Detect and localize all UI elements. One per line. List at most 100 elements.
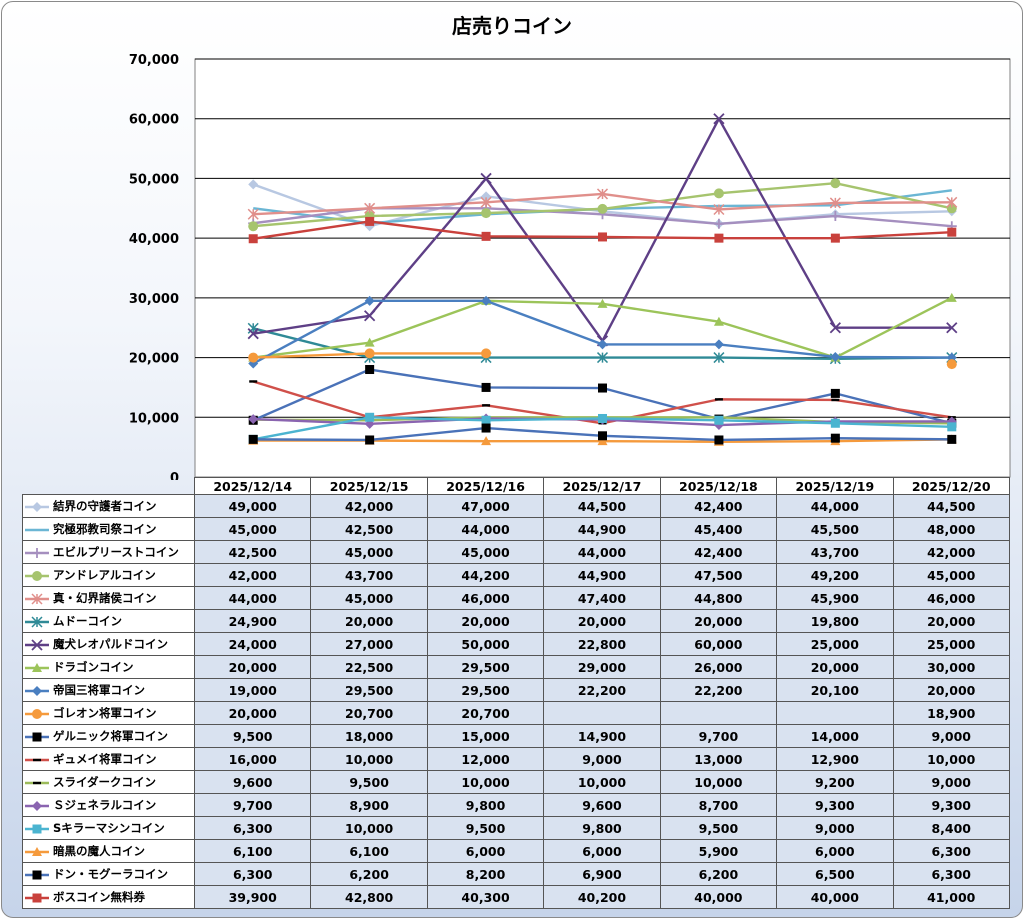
y-tick-label: 0	[170, 471, 179, 480]
legend-key	[25, 615, 49, 628]
series-name: Sキラーマシンコイン	[53, 821, 165, 835]
data-label: 44,900	[543, 563, 661, 587]
series-5	[247, 188, 958, 220]
legend-entry: ギュメイ将軍コイン	[22, 747, 195, 771]
data-point	[714, 415, 724, 425]
data-point	[480, 196, 492, 208]
data-label: 9,300	[892, 793, 1010, 817]
x-category-label: 2025/12/17	[543, 477, 661, 495]
legend-marker	[31, 615, 43, 628]
data-label: 29,500	[310, 678, 428, 702]
data-point	[364, 348, 375, 359]
data-label: 14,000	[776, 724, 894, 748]
data-point	[829, 197, 841, 209]
data-label: 18,900	[892, 701, 1010, 725]
data-point	[830, 178, 841, 189]
data-label: 10,000	[892, 747, 1010, 771]
data-label: 13,000	[659, 747, 778, 771]
legend-marker	[32, 662, 42, 672]
data-label: 6,300	[892, 839, 1010, 863]
data-label	[776, 701, 894, 725]
legend-entry: 結界の守護者コイン	[22, 494, 195, 518]
legend-marker	[32, 893, 42, 902]
legend-key	[25, 570, 49, 581]
data-label: 9,000	[776, 816, 894, 840]
series-name: ドラゴンコイン	[53, 660, 134, 674]
data-point	[481, 231, 491, 241]
data-label: 44,800	[659, 586, 778, 610]
legend-entry: 究極邪教司祭コイン	[22, 517, 195, 541]
series-lines	[247, 113, 958, 446]
x-category-label: 2025/12/19	[776, 477, 894, 495]
data-point	[482, 404, 491, 407]
data-label: 10,000	[659, 770, 778, 794]
series-name: ギュメイ将軍コイン	[53, 752, 157, 766]
data-label: 42,400	[659, 494, 778, 518]
data-label: 46,000	[892, 586, 1010, 610]
data-label: 9,500	[426, 816, 545, 840]
data-label: 22,800	[543, 632, 661, 656]
data-label: 27,000	[310, 632, 428, 656]
data-point	[364, 337, 375, 347]
legend-entry: 真・幻界諸侯コイン	[22, 586, 195, 610]
y-tick-label: 40,000	[129, 232, 179, 247]
series-name: 魔犬レオパルドコイン	[53, 637, 168, 651]
data-label: 20,000	[310, 609, 428, 633]
legend-entry: アンドレアルコイン	[22, 563, 195, 587]
legend-key	[25, 846, 49, 856]
table-row: ドラゴンコイン 20,000 22,500 29,500 29,000 26,000 20,…	[22, 655, 1010, 679]
legend-key	[25, 592, 49, 605]
data-point	[946, 322, 958, 334]
data-label: 24,900	[193, 609, 312, 633]
data-label: 42,500	[193, 540, 312, 564]
x-category-label: 2025/12/18	[659, 477, 778, 495]
legend-marker	[32, 870, 42, 879]
grid-lines	[194, 58, 1011, 478]
data-point	[365, 365, 375, 375]
legend-marker	[32, 501, 42, 512]
series-name: 暗黒の魔人コイン	[53, 844, 145, 858]
data-label: 6,300	[193, 862, 312, 886]
table-row: ゴレオン将軍コイン 20,000 20,700 20,700 18,900	[22, 701, 1010, 725]
data-point	[481, 208, 492, 219]
table-row: 究極邪教司祭コイン 45,000 42,500 44,000 44,900 45,400 4…	[22, 517, 1010, 541]
legend-marker	[32, 732, 42, 741]
legend-entry: ムドーコイン	[22, 609, 195, 633]
table-row: ドン・モグーラコイン 6,300 6,200 8,200 6,900 6,200 6,500…	[22, 862, 1010, 886]
data-label: 20,000	[776, 655, 894, 679]
data-label: 25,000	[892, 632, 1010, 656]
data-point	[597, 298, 608, 308]
data-label: 5,900	[659, 839, 778, 863]
data-label: 16,000	[193, 747, 312, 771]
data-label: 45,900	[776, 586, 894, 610]
series-name: ゲルニック将軍コイン	[53, 729, 168, 743]
chart-title: 店売りコイン	[452, 14, 572, 38]
data-point	[830, 351, 841, 362]
data-point	[713, 218, 724, 229]
legend-key	[25, 893, 49, 902]
data-label: 19,800	[776, 609, 894, 633]
data-label: 43,700	[310, 563, 428, 587]
legend-entry: Sキラーマシンコイン	[22, 816, 195, 840]
y-tick-label: 20,000	[129, 352, 179, 367]
legend-entry: ドン・モグーラコイン	[22, 862, 195, 886]
data-label: 60,000	[659, 632, 778, 656]
data-label: 6,300	[892, 862, 1010, 886]
series-name: ドン・モグーラコイン	[53, 867, 168, 881]
plot-area: 0 10,000 20,000 30,000 40,000 50,000 60,000 70,…	[129, 53, 1011, 480]
legend-key	[25, 501, 49, 512]
data-point	[713, 203, 725, 216]
legend-key	[25, 824, 49, 833]
y-tick-label: 10,000	[129, 411, 179, 426]
data-label: 9,000	[543, 747, 661, 771]
data-label: 30,000	[892, 655, 1010, 679]
legend-marker	[33, 781, 41, 784]
legend-key	[25, 800, 49, 811]
data-label: 42,500	[310, 517, 428, 541]
legend-entry: 魔犬レオパルドコイン	[22, 632, 195, 656]
legend-marker	[32, 685, 42, 696]
data-point	[947, 227, 957, 237]
data-label: 20,000	[543, 609, 661, 633]
data-label: 50,000	[426, 632, 545, 656]
data-label: 22,500	[310, 655, 428, 679]
